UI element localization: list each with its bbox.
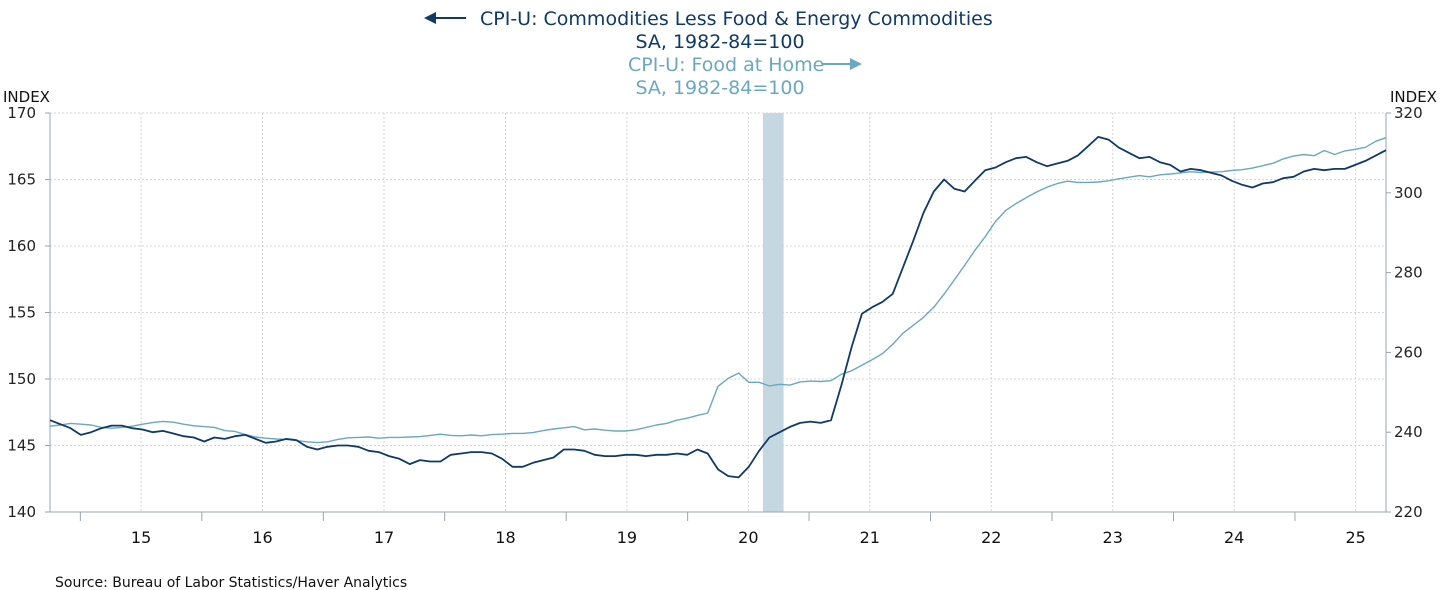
legend-series2-title: CPI-U: Food at Home: [628, 54, 824, 76]
x-tick-label: 18: [495, 528, 515, 547]
left-tick-label: 160: [7, 237, 36, 255]
left-tick-label: 140: [7, 503, 36, 521]
right-tick-label: 280: [1394, 264, 1423, 282]
x-tick-label: 24: [1224, 528, 1244, 547]
left-tick-label: 170: [7, 104, 36, 122]
x-tick-label: 23: [1103, 528, 1123, 547]
right-tick-label: 240: [1394, 423, 1423, 441]
source-note: Source: Bureau of Labor Statistics/Haver…: [55, 575, 407, 590]
left-tick-label: 145: [7, 437, 36, 455]
x-tick-label: 15: [131, 528, 151, 547]
legend: CPI-U: Commodities Less Food & Energy Co…: [424, 8, 993, 99]
legend-series2-arrow: [822, 58, 862, 70]
x-tick-label: 19: [617, 528, 637, 547]
series-food-at-home-line: [49, 137, 1387, 444]
gridlines: [50, 112, 1386, 512]
x-tick-label: 22: [981, 528, 1001, 547]
left-tick-label: 150: [7, 370, 36, 388]
x-tick-label: 25: [1345, 528, 1365, 547]
recession-band: [762, 113, 784, 512]
x-tick-label: 16: [252, 528, 272, 547]
legend-series1-title: CPI-U: Commodities Less Food & Energy Co…: [480, 8, 993, 30]
right-tick-label: 320: [1394, 104, 1423, 122]
legend-series1-subtitle: SA, 1982-84=100: [635, 31, 804, 53]
series-lines: [49, 135, 1387, 479]
left-axis-unit: INDEX: [3, 88, 50, 106]
recession-shade: [762, 113, 784, 512]
right-axis-unit: INDEX: [1390, 88, 1437, 106]
legend-series1-arrow: [424, 12, 466, 24]
x-tick-label: 17: [374, 528, 394, 547]
left-tick-label: 155: [7, 304, 36, 322]
series-commodities-line: [49, 135, 1387, 479]
right-tick-label: 260: [1394, 343, 1423, 361]
left-tick-label: 165: [7, 171, 36, 189]
tick-labels: 140 145 150 155 160 165 170 220 240 260 280 300 320 1…: [7, 104, 1422, 547]
legend-series2-subtitle: SA, 1982-84=100: [635, 77, 804, 99]
right-tick-label: 300: [1394, 184, 1423, 202]
right-tick-label: 220: [1394, 503, 1423, 521]
x-tick-label: 20: [738, 528, 758, 547]
axes: [45, 112, 1391, 521]
x-tick-label: 21: [860, 528, 880, 547]
